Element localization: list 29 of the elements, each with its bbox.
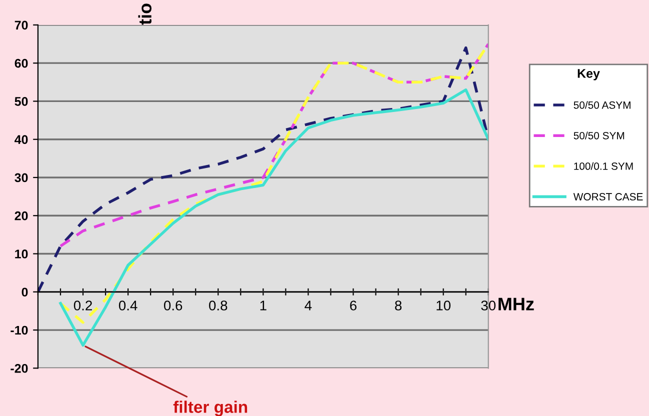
x-tick-label: 6 xyxy=(350,300,357,310)
x-tick-label: 0.4 xyxy=(118,300,138,310)
x-tick-label: 10 xyxy=(436,300,451,310)
y-tick-label: -20 xyxy=(10,364,28,373)
line-series xyxy=(59,42,488,248)
x-axis-title: MHz xyxy=(498,298,534,310)
x-tick-label: 4 xyxy=(304,300,312,310)
legend-title: Key xyxy=(578,69,600,80)
y-tick-label: -10 xyxy=(10,326,28,335)
x-tick-label: 0.2 xyxy=(74,300,92,310)
y-tick-label: 40 xyxy=(14,135,28,144)
y-tick-label: 70 xyxy=(14,20,28,30)
x-tick-label: 30 xyxy=(481,300,496,310)
x-tick-label: 8 xyxy=(395,300,402,310)
y-tick-label: 0 xyxy=(22,288,28,297)
legend-label: 50/50 SYM xyxy=(574,132,624,140)
y-tick-label: 20 xyxy=(14,211,28,220)
x-tick-label: 0.8 xyxy=(209,300,228,310)
annotation: filter gain xyxy=(173,400,248,416)
x-tick-label: 0.6 xyxy=(164,300,182,310)
legend-label: WORST CASE xyxy=(573,193,643,200)
x-tick-label: 1 xyxy=(260,300,266,310)
legend-label: 100/0.1 SYM xyxy=(574,162,633,170)
y-tick-label: 50 xyxy=(14,97,28,106)
legend-label: 50/50 ASYM xyxy=(574,101,630,109)
y-tick-label: 10 xyxy=(15,250,28,258)
y-axis-title: tio xyxy=(138,4,152,25)
y-tick-label: 60 xyxy=(14,58,28,68)
y-tick-label: 30 xyxy=(14,173,28,182)
